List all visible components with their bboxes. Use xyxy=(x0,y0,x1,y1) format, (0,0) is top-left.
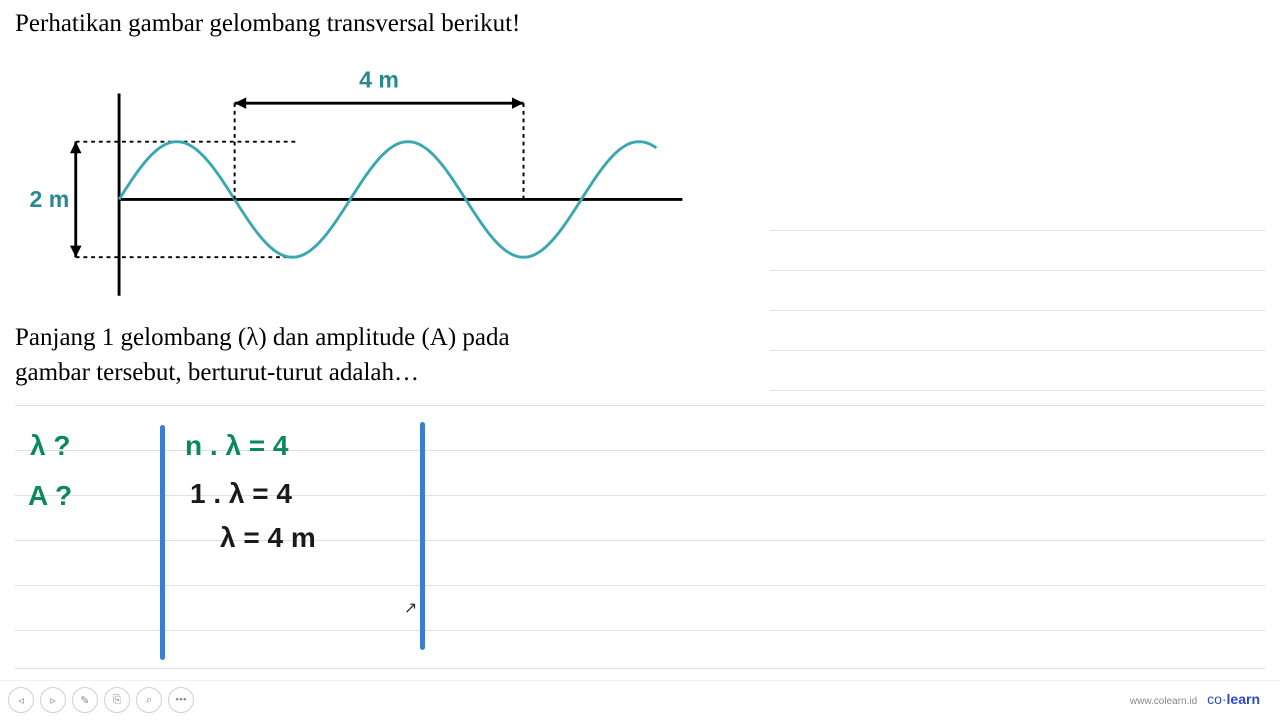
brand-co: co xyxy=(1207,691,1222,707)
question-line-1: Perhatikan gambar gelombang transversal … xyxy=(15,10,520,38)
pen-icon[interactable]: ✎ xyxy=(72,687,98,713)
ruled-line xyxy=(15,540,1265,541)
question-line-2a: Panjang 1 gelombang (λ) dan amplitude (A… xyxy=(15,324,510,351)
arrowhead xyxy=(512,97,524,109)
copy-icon[interactable]: ⎘ xyxy=(104,687,130,713)
next-icon[interactable]: ▹ xyxy=(40,687,66,713)
zoom-icon[interactable]: ⌕ xyxy=(136,687,162,713)
footer-brand: www.colearn.id co·learn xyxy=(1130,691,1260,707)
handwritten-text: λ = 4 m xyxy=(220,522,316,554)
ruled-line xyxy=(770,350,1265,351)
footer-bar: ◃▹✎⎘⌕••• www.colearn.id co·learn xyxy=(0,680,1280,720)
handwritten-text: n . λ = 4 xyxy=(185,430,289,462)
wave-diagram: 4 m 2 m xyxy=(10,55,700,315)
arrowhead xyxy=(70,246,82,258)
divider-bar xyxy=(420,422,425,650)
more-icon[interactable]: ••• xyxy=(168,687,194,713)
ruled-line xyxy=(15,585,1265,586)
handwritten-text: 1 . λ = 4 xyxy=(190,478,292,510)
footer-domain: www.colearn.id xyxy=(1130,696,1197,707)
ruled-line xyxy=(15,668,1265,669)
ruled-line xyxy=(770,270,1265,271)
arrowhead xyxy=(235,97,247,109)
ruled-line xyxy=(770,230,1265,231)
handwritten-text: A ? xyxy=(28,480,72,512)
label-4m: 4 m xyxy=(359,67,399,93)
handwritten-text: λ ? xyxy=(30,430,70,462)
ruled-line xyxy=(15,405,1265,406)
brand-learn: learn xyxy=(1227,691,1260,707)
ruled-line xyxy=(770,390,1265,391)
question-line-2: Panjang 1 gelombang (λ) dan amplitude (A… xyxy=(15,320,755,390)
divider-bar xyxy=(160,425,165,660)
arrowhead xyxy=(70,142,82,154)
footer-controls: ◃▹✎⎘⌕••• xyxy=(8,687,194,713)
question-line-2b: gambar tersebut, berturut-turut adalah… xyxy=(15,359,419,386)
ruled-line xyxy=(770,310,1265,311)
prev-icon[interactable]: ◃ xyxy=(8,687,34,713)
ruled-line xyxy=(15,630,1265,631)
label-2m: 2 m xyxy=(30,186,70,212)
mouse-cursor: ↖ xyxy=(404,598,417,618)
